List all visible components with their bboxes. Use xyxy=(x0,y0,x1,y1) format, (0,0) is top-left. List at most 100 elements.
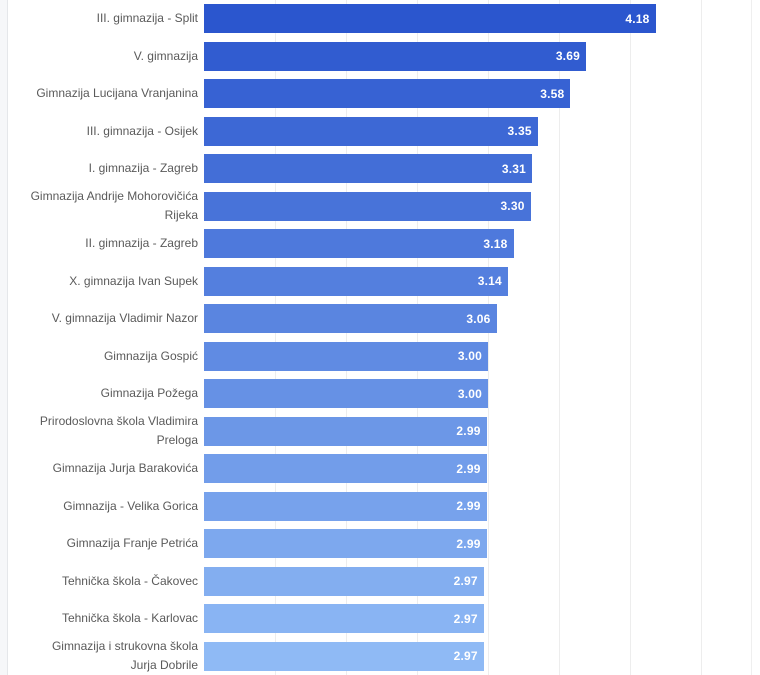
value-label: 3.00 xyxy=(457,386,482,401)
bar-track: 3.58 xyxy=(204,79,760,109)
bar[interactable]: 3.31 xyxy=(204,154,533,184)
bar-track: 3.31 xyxy=(204,154,760,184)
bar-row: X. gimnazija Ivan Supek 3.14 xyxy=(0,263,760,301)
bar[interactable]: 3.14 xyxy=(204,266,508,296)
bar-row: Gimnazija Jurja Barakovića 2.99 xyxy=(0,450,760,488)
bar-row: Gimnazija - Velika Gorica 2.99 xyxy=(0,488,760,526)
value-label: 2.97 xyxy=(453,611,478,626)
value-label: 2.99 xyxy=(456,424,481,439)
category-label: Gimnazija Požega xyxy=(100,386,198,401)
gridline xyxy=(275,0,276,675)
gridline xyxy=(559,0,560,675)
bar-track: 2.97 xyxy=(204,566,760,596)
bar[interactable]: 2.99 xyxy=(204,491,487,521)
bar[interactable]: 3.69 xyxy=(204,41,586,71)
bar-track: 2.99 xyxy=(204,529,760,559)
bar[interactable]: 2.97 xyxy=(204,566,484,596)
bar[interactable]: 2.99 xyxy=(204,529,487,559)
category-label: Tehnička škola - Čakovec xyxy=(61,573,198,588)
bar-track: 2.99 xyxy=(204,491,760,521)
bar-track: 2.99 xyxy=(204,454,760,484)
gridline xyxy=(346,0,347,675)
value-label: 3.00 xyxy=(457,349,482,364)
category-label: Gimnazija Franje Petrića xyxy=(66,536,198,551)
category-label: V. gimnazija xyxy=(133,48,198,63)
value-label: 2.99 xyxy=(456,461,481,476)
value-label: 3.30 xyxy=(500,199,525,214)
bar-track: 2.97 xyxy=(204,604,760,634)
bar-row: Tehnička škola - Čakovec 2.97 xyxy=(0,563,760,601)
page-background-strip xyxy=(0,0,8,675)
value-label: 3.06 xyxy=(466,311,491,326)
bar[interactable]: 3.18 xyxy=(204,229,514,259)
value-label: 3.58 xyxy=(540,86,565,101)
value-label: 3.31 xyxy=(501,161,527,176)
bar[interactable]: 2.99 xyxy=(204,416,487,446)
value-label: 2.97 xyxy=(453,649,478,664)
gridline xyxy=(630,0,631,675)
bar[interactable]: 2.97 xyxy=(204,641,484,671)
gridline xyxy=(417,0,418,675)
bar-track: 3.00 xyxy=(204,379,760,409)
bar[interactable]: 2.99 xyxy=(204,454,487,484)
bar-row: II. gimnazija - Zagreb 3.18 xyxy=(0,225,760,263)
bar[interactable]: 3.00 xyxy=(204,379,488,409)
value-label: 3.18 xyxy=(483,236,508,251)
bar-row: Gimnazija Požega 3.00 xyxy=(0,375,760,413)
bar[interactable]: 3.06 xyxy=(204,304,497,334)
category-label: Gimnazija i strukovna škola Jurja Dobril… xyxy=(51,639,198,673)
bar[interactable]: 3.00 xyxy=(204,341,488,371)
category-label: II. gimnazija - Zagreb xyxy=(85,236,198,251)
category-label: Gimnazija - Velika Gorica xyxy=(63,498,198,513)
bar[interactable]: 3.35 xyxy=(204,116,538,146)
value-label: 2.97 xyxy=(453,574,478,589)
bar-track: 3.06 xyxy=(204,304,760,334)
value-label: 3.69 xyxy=(555,49,580,64)
bar-track: 3.30 xyxy=(204,191,760,221)
category-label: III. gimnazija - Osijek xyxy=(86,123,198,138)
bar-row: Tehnička škola - Karlovac 2.97 xyxy=(0,600,760,638)
bar-row: Gimnazija Lucijana Vranjanina 3.58 xyxy=(0,75,760,113)
bar-track: 3.18 xyxy=(204,229,760,259)
category-label: I. gimnazija - Zagreb xyxy=(88,161,198,176)
plot-right-border xyxy=(751,0,752,675)
bar-row: V. gimnazija 3.69 xyxy=(0,38,760,76)
bar-row: Prirodoslovna škola Vladimira Preloga 2.… xyxy=(0,413,760,451)
bar-track: 3.00 xyxy=(204,341,760,371)
bar-row: Gimnazija i strukovna škola Jurja Dobril… xyxy=(0,638,760,675)
bar-track: 2.99 xyxy=(204,416,760,446)
bar-track: 4.18 xyxy=(204,4,760,34)
value-label: 3.35 xyxy=(507,124,532,139)
bar-row: V. gimnazija Vladimir Nazor 3.06 xyxy=(0,300,760,338)
gridline xyxy=(701,0,702,675)
bar-row: Gimnazija Andrije Mohorovičića Rijeka 3.… xyxy=(0,188,760,226)
value-label: 2.99 xyxy=(456,499,481,514)
bar-row: Gimnazija Gospić 3.00 xyxy=(0,338,760,376)
bar[interactable]: 2.97 xyxy=(204,604,484,634)
bar[interactable]: 3.30 xyxy=(204,191,531,221)
bar[interactable]: 4.18 xyxy=(204,4,656,34)
bar-track: 2.97 xyxy=(204,641,760,671)
value-label: 3.14 xyxy=(477,274,502,289)
category-label: Gimnazija Jurja Barakovića xyxy=(52,461,198,476)
category-label: III. gimnazija - Split xyxy=(96,11,198,26)
bar-track: 3.69 xyxy=(204,41,760,71)
category-label: Tehnička škola - Karlovac xyxy=(61,611,198,626)
bar-row: I. gimnazija - Zagreb 3.31 xyxy=(0,150,760,188)
bar-track: 3.35 xyxy=(204,116,760,146)
category-label: V. gimnazija Vladimir Nazor xyxy=(51,311,198,326)
value-label: 4.18 xyxy=(625,11,650,26)
category-label: Gimnazija Gospić xyxy=(103,348,198,363)
bar-row: III. gimnazija - Split 4.18 xyxy=(0,0,760,38)
bar[interactable]: 3.58 xyxy=(204,79,571,109)
gridline xyxy=(488,0,489,675)
bar-track: 3.14 xyxy=(204,266,760,296)
category-label: X. gimnazija Ivan Supek xyxy=(69,273,198,288)
category-label: Gimnazija Andrije Mohorovičića Rijeka xyxy=(30,189,198,223)
bar-row: III. gimnazija - Osijek 3.35 xyxy=(0,113,760,151)
value-label: 2.99 xyxy=(456,536,481,551)
category-label: Prirodoslovna škola Vladimira Preloga xyxy=(39,414,198,448)
bar-row: Gimnazija Franje Petrića 2.99 xyxy=(0,525,760,563)
